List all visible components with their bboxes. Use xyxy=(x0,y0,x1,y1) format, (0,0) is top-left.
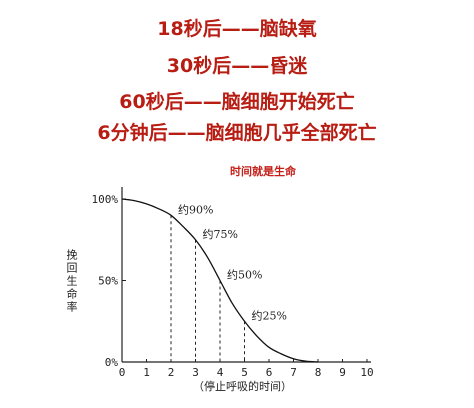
y-tick-label: 50% xyxy=(98,275,118,288)
x-tick-label: 9 xyxy=(339,366,346,379)
y-axis-label-char: 率 xyxy=(67,300,78,314)
y-axis-label-char: 命 xyxy=(67,287,78,301)
x-tick-label: 2 xyxy=(168,366,175,379)
x-tick-label: 7 xyxy=(290,366,297,379)
annotation-label: 约50% xyxy=(227,269,262,282)
annotation-label: 约25% xyxy=(252,309,287,322)
x-tick-label: 4 xyxy=(217,366,224,379)
y-axis-label-char: 挽 xyxy=(67,248,78,262)
y-axis-label-char: 回 xyxy=(67,262,78,275)
heading-line-3: 60秒后——脑细胞开始死亡 xyxy=(119,91,355,113)
annotation-label: 约90% xyxy=(178,203,213,216)
x-tick-label: 6 xyxy=(266,366,273,379)
x-axis-label: （停止呼吸的时间） xyxy=(193,379,292,393)
chart-title: 时间就是生命 xyxy=(230,164,297,178)
annotation-guides: 约90% 约75% 约50% 约25% xyxy=(170,203,287,362)
y-axis-label-char: 生 xyxy=(67,274,78,288)
heading-line-1: 18秒后——脑缺氧 xyxy=(157,18,317,40)
y-tick-label: 0% xyxy=(105,356,119,369)
x-tick-group: 0 1 2 3 4 5 6 7 8 9 10 xyxy=(119,359,374,379)
y-tick-label: 100% xyxy=(92,193,119,206)
x-tick-label: 1 xyxy=(143,366,150,379)
x-tick-label: 0 xyxy=(119,366,126,379)
x-tick-label: 10 xyxy=(360,366,373,379)
x-tick-label: 8 xyxy=(315,366,322,379)
survival-curve xyxy=(121,198,319,363)
heading-line-2: 30秒后——昏迷 xyxy=(166,55,308,77)
annotation-label: 约75% xyxy=(203,228,238,241)
x-tick-label: 3 xyxy=(192,366,199,379)
x-tick-label: 5 xyxy=(241,366,248,379)
heading-line-4: 6分钟后——脑细胞几乎全部死亡 xyxy=(97,122,377,144)
y-tick-group: 0% 50% 100% xyxy=(92,193,126,369)
